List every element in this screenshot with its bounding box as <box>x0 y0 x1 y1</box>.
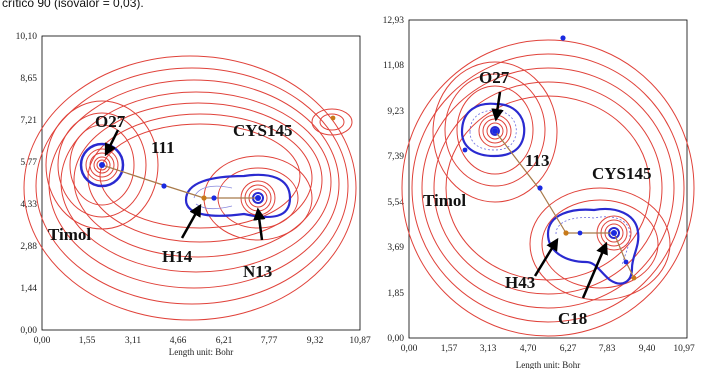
right-bond-paths <box>494 130 635 279</box>
right-label-h43: H43 <box>505 273 535 292</box>
left-xtick: 10,87 <box>349 336 371 346</box>
right-bcp <box>623 259 629 265</box>
left-atom-o27 <box>99 162 105 168</box>
right-label-o27: O27 <box>479 68 510 87</box>
left-ytick: 4,33 <box>20 200 37 210</box>
right-cp-top <box>560 35 566 41</box>
right-ytick: 11,08 <box>383 61 404 71</box>
left-ytick: 2,88 <box>20 242 37 252</box>
right-xtick: 0,00 <box>401 344 418 354</box>
right-label-cys145: CYS145 <box>592 164 652 183</box>
left-xtick: 3,11 <box>125 336 142 346</box>
left-xtick: 1,55 <box>79 336 96 346</box>
left-outer-contours <box>23 55 357 321</box>
left-label-111: 111 <box>151 138 175 157</box>
right-outer-contours <box>401 39 695 337</box>
right-y-ticks: 12,93 11,08 9,23 7,39 5,54 3,69 1,85 0,0… <box>383 16 405 344</box>
right-xtick: 9,40 <box>639 344 656 354</box>
right-label-c18: C18 <box>558 309 587 328</box>
right-xtick: 10,97 <box>673 344 695 354</box>
right-critical-points <box>462 35 637 281</box>
left-xtick: 4,66 <box>170 336 187 346</box>
right-cp <box>462 147 468 153</box>
left-ytick: 10,10 <box>16 32 38 42</box>
right-plot-frame <box>408 19 688 339</box>
left-arrows <box>104 129 266 241</box>
left-x-ticks: 0,00 1,55 3,11 4,66 6,21 7,77 9,32 10,87 <box>34 336 371 346</box>
left-label-n13: N13 <box>243 262 272 281</box>
right-ytick: 5,54 <box>387 198 404 208</box>
right-xtick: 4,70 <box>520 344 537 354</box>
right-bcp-113 <box>537 185 543 191</box>
left-xtick: 0,00 <box>34 336 51 346</box>
left-ytick: 8,65 <box>20 74 37 84</box>
right-arrows <box>491 91 608 299</box>
left-bcp-111 <box>161 183 167 189</box>
left-xtick: 7,77 <box>261 336 278 346</box>
right-unit-label: Length unit: Bohr <box>516 360 581 369</box>
right-label-timol: Timol <box>423 191 466 210</box>
right-atom-o27 <box>492 128 498 134</box>
right-ytick: 0,00 <box>387 334 404 344</box>
left-atom-n13 <box>255 195 261 201</box>
left-label-h14: H14 <box>162 247 193 266</box>
left-unit-label: Length unit: Bohr <box>169 347 234 357</box>
right-ytick: 3,69 <box>387 243 404 253</box>
left-ytick: 1,44 <box>20 284 37 294</box>
right-atom-h43 <box>563 230 569 236</box>
right-o27-core <box>460 102 526 158</box>
right-label-113: 113 <box>525 151 550 170</box>
figure-caption: crítico 90 (isovalor = 0,03). <box>2 0 144 10</box>
right-x-ticks: 0,00 1,57 3,13 4,70 6,27 7,83 9,40 10,97 <box>401 344 695 354</box>
right-ytick: 12,93 <box>383 16 405 26</box>
right-ytick: 9,23 <box>387 107 404 117</box>
right-ytick: 7,39 <box>387 152 404 162</box>
left-plot-frame <box>41 35 361 331</box>
left-xtick: 9,32 <box>307 336 324 346</box>
right-atom-h <box>631 275 637 281</box>
left-ytick: 0,00 <box>20 326 37 336</box>
right-panel: 0,00 1,57 3,13 4,70 6,27 7,83 9,40 10,97… <box>383 16 695 369</box>
left-atom-cys <box>330 115 336 121</box>
left-panel: 0,00 1,55 3,11 4,66 6,21 7,77 9,32 10,87… <box>16 32 371 357</box>
left-atom-h14 <box>201 195 207 201</box>
right-xtick: 3,13 <box>480 344 497 354</box>
right-bcp <box>577 230 583 236</box>
left-y-ticks: 10,10 8,65 7,21 5,77 4,33 2,88 1,44 0,00 <box>16 32 38 336</box>
left-xtick: 6,21 <box>216 336 233 346</box>
right-xtick: 6,27 <box>560 344 577 354</box>
right-xtick: 7,83 <box>599 344 616 354</box>
left-label-o27: O27 <box>95 112 126 131</box>
left-label-timol: Timol <box>48 225 91 244</box>
left-bcp <box>211 195 217 201</box>
right-xtick: 1,57 <box>441 344 458 354</box>
right-ytick: 1,85 <box>387 289 404 299</box>
left-ytick: 7,21 <box>20 116 37 126</box>
left-label-cys145: CYS145 <box>233 121 293 140</box>
right-atom-c18 <box>611 230 617 236</box>
left-ytick: 5,77 <box>20 158 37 168</box>
left-o27-core <box>79 142 125 188</box>
left-critical-points <box>99 115 336 201</box>
